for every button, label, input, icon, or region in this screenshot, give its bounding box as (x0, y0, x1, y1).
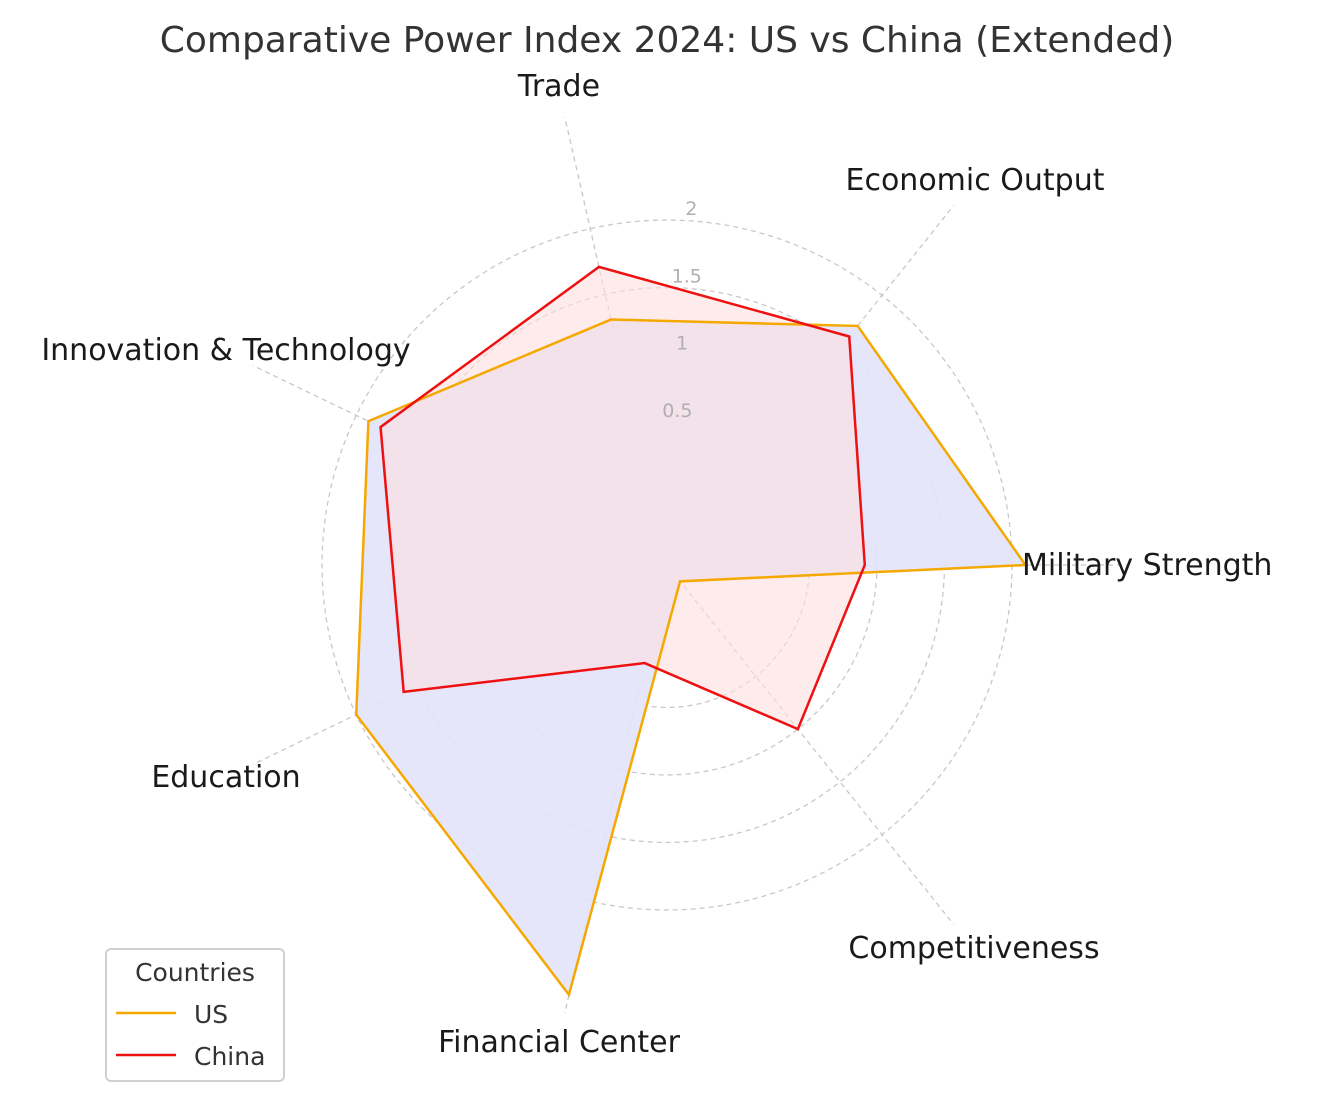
series-fill-china (380, 266, 865, 730)
radial-tick-label: 0.5 (662, 400, 692, 422)
legend-title: Countries (135, 958, 255, 987)
series-line-china (379, 265, 867, 731)
category-label: Competitiveness (848, 931, 1099, 966)
category-label: Financial Center (438, 1025, 681, 1060)
legend-label-us: US (194, 1000, 228, 1029)
category-label: Trade (517, 69, 600, 104)
series-line-us (354, 318, 1028, 998)
chart-title: Comparative Power Index 2024: US vs Chin… (160, 20, 1175, 61)
legend-box (105, 948, 285, 1082)
category-label: Education (151, 760, 300, 795)
category-label: Military Strength (1022, 548, 1272, 583)
radial-tick-label: 1 (676, 333, 688, 355)
series-lines (354, 265, 1028, 998)
radial-tick-label: 1.5 (672, 265, 702, 287)
legend: Countries US China (105, 948, 285, 1082)
category-labels: Military Strength Economic Output Trade Inn… (41, 69, 1272, 1060)
legend-label-china: China (194, 1042, 265, 1071)
category-label: Economic Output (846, 163, 1105, 198)
radial-tick-label: 2 (685, 198, 697, 220)
series-fills (356, 266, 1026, 995)
radial-tick-labels: 0.5 1 1.5 2 (662, 198, 702, 422)
category-label: Innovation & Technology (41, 333, 410, 368)
